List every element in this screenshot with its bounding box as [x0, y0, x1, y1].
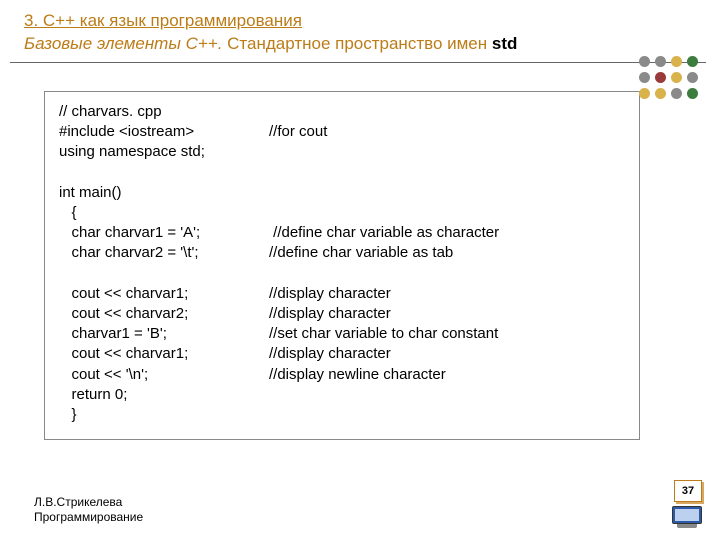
code-text: int main() [59, 183, 269, 203]
code-line: cout << charvar1;//display character [59, 344, 625, 364]
dot-icon [655, 72, 666, 83]
code-text: char charvar2 = '\t'; [59, 243, 269, 263]
decorative-dots [639, 56, 698, 99]
code-text: cout << charvar1; [59, 284, 269, 304]
code-section-1: // charvars. cpp#include <iostream>//for… [59, 102, 625, 163]
dot-icon [671, 88, 682, 99]
code-comment: //display character [269, 304, 391, 324]
dot-icon [671, 72, 682, 83]
dot-icon [639, 56, 650, 67]
slide-header: 3. С++ как язык программирования Базовые… [10, 0, 706, 63]
code-section-2: int main() { char charvar1 = 'A'; //defi… [59, 183, 625, 264]
title-line-1: 3. С++ как язык программирования [24, 10, 692, 33]
code-line: #include <iostream>//for cout [59, 122, 625, 142]
title-part-a: Базовые элементы С++. [24, 34, 222, 53]
dot-icon [687, 56, 698, 67]
code-text: // charvars. cpp [59, 102, 269, 122]
code-line: char charvar2 = '\t';//define char varia… [59, 243, 625, 263]
dot-icon [687, 88, 698, 99]
computer-icon [670, 506, 704, 530]
code-line: cout << charvar1;//display character [59, 284, 625, 304]
title-line-2: Базовые элементы С++. Стандартное простр… [24, 33, 692, 56]
code-comment: //display character [269, 284, 391, 304]
dot-icon [655, 56, 666, 67]
footer: Л.В.Стрикелева Программирование [34, 495, 143, 526]
code-comment: //display newline character [269, 365, 446, 385]
code-text: char charvar1 = 'A'; [59, 223, 269, 243]
code-text: #include <iostream> [59, 122, 269, 142]
blank-line [59, 163, 625, 183]
code-comment: //set char variable to char constant [269, 324, 498, 344]
code-comment: //define char variable as tab [269, 243, 453, 263]
dot-icon [655, 88, 666, 99]
code-text: cout << charvar1; [59, 344, 269, 364]
code-text: cout << '\n'; [59, 365, 269, 385]
code-line: // charvars. cpp [59, 102, 625, 122]
code-section-3: cout << charvar1;//display character cou… [59, 284, 625, 426]
code-line: char charvar1 = 'A'; //define char varia… [59, 223, 625, 243]
code-text: { [59, 203, 269, 223]
code-line: cout << charvar2;//display character [59, 304, 625, 324]
code-text: cout << charvar2; [59, 304, 269, 324]
dot-icon [639, 88, 650, 99]
dot-icon [687, 72, 698, 83]
code-line: using namespace std; [59, 142, 625, 162]
title-part-c: std [492, 34, 518, 53]
code-line: charvar1 = 'B';//set char variable to ch… [59, 324, 625, 344]
code-comment: //display character [269, 344, 391, 364]
page-number: 37 [674, 480, 702, 502]
code-block: // charvars. cpp#include <iostream>//for… [44, 91, 640, 441]
code-text: } [59, 405, 269, 425]
footer-author: Л.В.Стрикелева [34, 495, 143, 511]
dot-icon [639, 72, 650, 83]
dot-icon [671, 56, 682, 67]
code-line: cout << '\n';//display newline character [59, 365, 625, 385]
code-line: } [59, 405, 625, 425]
code-text: using namespace std; [59, 142, 269, 162]
code-comment: //define char variable as character [269, 223, 499, 243]
code-line: { [59, 203, 625, 223]
code-text: charvar1 = 'B'; [59, 324, 269, 344]
code-line: return 0; [59, 385, 625, 405]
footer-course: Программирование [34, 510, 143, 526]
code-comment: //for cout [269, 122, 327, 142]
blank-line [59, 264, 625, 284]
code-text: return 0; [59, 385, 269, 405]
title-part-b: Стандартное пространство имен [222, 34, 491, 53]
code-line: int main() [59, 183, 625, 203]
